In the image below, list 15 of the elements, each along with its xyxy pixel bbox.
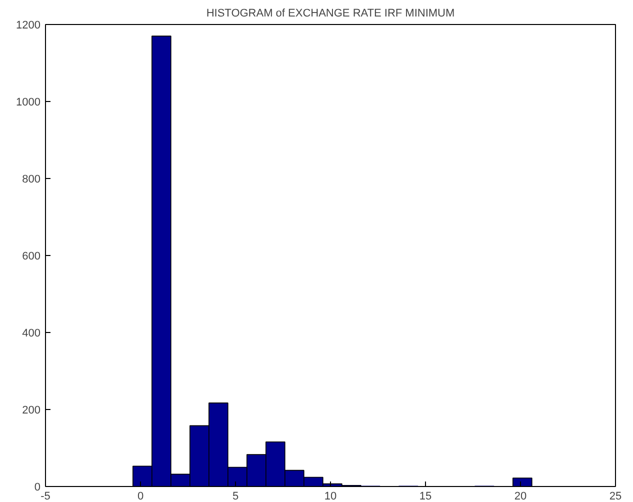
chart-title: HISTOGRAM of EXCHANGE RATE IRF MINIMUM — [206, 8, 455, 20]
x-tick-label: 20 — [514, 490, 527, 502]
x-tick-label: -5 — [40, 490, 50, 502]
y-tick-label: 200 — [22, 404, 41, 416]
y-tick-label: 400 — [22, 328, 41, 340]
y-tick-label: 600 — [22, 250, 41, 262]
x-tick-label: 15 — [419, 490, 432, 502]
y-tick-label: 800 — [22, 174, 41, 186]
x-tick-label: 25 — [609, 490, 622, 502]
y-tick-label: 1200 — [16, 20, 41, 32]
x-tick-label: 5 — [232, 490, 239, 502]
y-tick-label: 1000 — [16, 96, 41, 108]
x-tick-label: 10 — [324, 490, 337, 502]
x-tick-label: 0 — [137, 490, 144, 502]
y-tick-label: 0 — [34, 482, 41, 494]
